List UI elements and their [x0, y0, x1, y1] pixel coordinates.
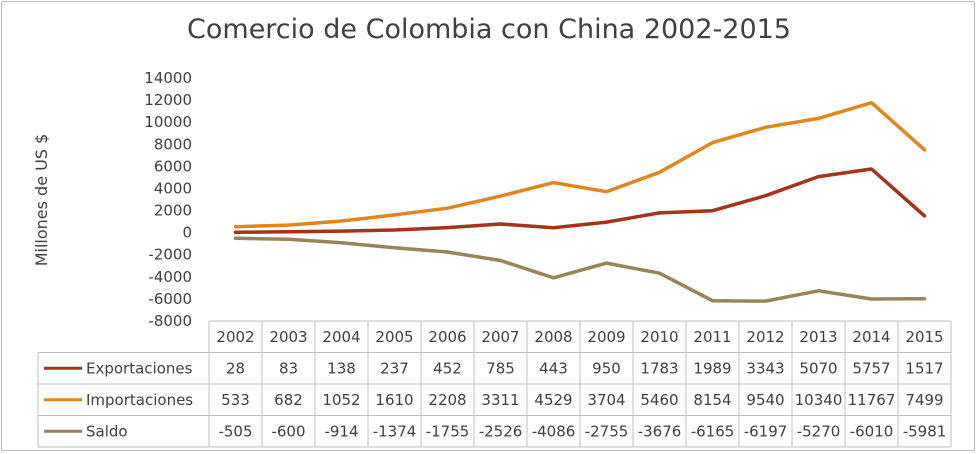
series-line-saldo [233, 236, 927, 303]
table-cell-value: 11767 [848, 391, 896, 409]
legend-label: Exportaciones [86, 359, 193, 377]
table-cell-value: 8154 [693, 391, 731, 409]
table-cell-value: 950 [592, 359, 621, 377]
y-tick-label: 2000 [154, 202, 192, 220]
y-tick-label: 12000 [144, 91, 192, 109]
table-cell-value: 5757 [852, 359, 890, 377]
x-category-label: 2003 [269, 328, 307, 346]
table-cell-value: -6197 [744, 422, 788, 440]
x-category-label: 2014 [852, 328, 890, 346]
x-category-label: 2015 [905, 328, 943, 346]
chart-title: Comercio de Colombia con China 2002-2015 [187, 14, 791, 45]
y-tick-label: -2000 [148, 246, 192, 264]
table-cell-value: 237 [380, 359, 409, 377]
table-cell-value: 3311 [481, 391, 519, 409]
x-category-label: 2002 [216, 328, 254, 346]
y-tick-label: 0 [182, 224, 192, 242]
x-category-label: 2010 [640, 328, 678, 346]
table-cell-value: -6010 [850, 422, 894, 440]
table-cell-value: -2755 [585, 422, 629, 440]
x-category-label: 2008 [534, 328, 572, 346]
y-tick-label: 8000 [154, 135, 192, 153]
table-cell-value: 1783 [640, 359, 678, 377]
x-category-label: 2005 [375, 328, 413, 346]
x-category-label: 2012 [746, 328, 784, 346]
x-category-label: 2011 [693, 328, 731, 346]
table-cell-value: 5070 [799, 359, 837, 377]
y-tick-label: 10000 [144, 113, 192, 131]
table-cell-value: -3676 [638, 422, 682, 440]
table-cell-value: 83 [279, 359, 298, 377]
y-tick-label: 14000 [144, 69, 192, 87]
table-cell-value: 2208 [428, 391, 466, 409]
series-line-importaciones [233, 100, 927, 229]
table-cell-value: -2526 [479, 422, 523, 440]
x-category-label: 2007 [481, 328, 519, 346]
table-cell-value: 682 [274, 391, 303, 409]
x-category-label: 2013 [799, 328, 837, 346]
x-category-label: 2004 [322, 328, 360, 346]
y-tick-label: -8000 [148, 312, 192, 330]
table-cell-value: 1517 [905, 359, 943, 377]
table-cell-value: -914 [324, 422, 358, 440]
table-cell-value: 10340 [795, 391, 843, 409]
table-cell-value: 452 [433, 359, 462, 377]
table-cell-value: -1755 [426, 422, 470, 440]
y-tick-label: -4000 [148, 268, 192, 286]
table-cell-value: -6165 [691, 422, 735, 440]
table-cell-value: 3704 [587, 391, 625, 409]
table-cell-value: 9540 [746, 391, 784, 409]
table-cell-value: 443 [539, 359, 568, 377]
table-cell-value: 785 [486, 359, 515, 377]
table-cell-value: -5981 [903, 422, 947, 440]
y-axis-label: Millones de US $ [32, 134, 51, 267]
table-cell-value: 1989 [693, 359, 731, 377]
legend-label: Importaciones [86, 391, 193, 409]
table-cell-value: 4529 [534, 391, 572, 409]
data-table: 2002 2003 2004 2005 2006 2007 2008 2009 2010 2011… [37, 320, 952, 448]
table-cell-value: -4086 [532, 422, 576, 440]
y-tick-label: -6000 [148, 290, 192, 308]
legend-label: Saldo [86, 422, 128, 440]
series-line-exportaciones [233, 167, 927, 235]
y-tick-label: 6000 [154, 157, 192, 175]
table-cell-value: -505 [218, 422, 252, 440]
table-cell-value: 1610 [375, 391, 413, 409]
table-cell-value: 5460 [640, 391, 678, 409]
x-category-label: 2006 [428, 328, 466, 346]
table-cell-value: 533 [221, 391, 250, 409]
x-category-label: 2009 [587, 328, 625, 346]
y-axis-ticks: 14000 12000 10000 8000 6000 4000 2000 0 -2000 -40… [144, 69, 192, 330]
table-cell-value: 7499 [905, 391, 943, 409]
table-cell-value: -1374 [373, 422, 417, 440]
table-cell-value: -5270 [797, 422, 841, 440]
table-cell-value: 138 [327, 359, 356, 377]
y-tick-label: 4000 [154, 179, 192, 197]
table-cell-value: 3343 [746, 359, 784, 377]
table-cell-value: 1052 [322, 391, 360, 409]
table-cell-value: 28 [226, 359, 245, 377]
series-lines [233, 100, 927, 303]
table-cell-value: -600 [271, 422, 305, 440]
